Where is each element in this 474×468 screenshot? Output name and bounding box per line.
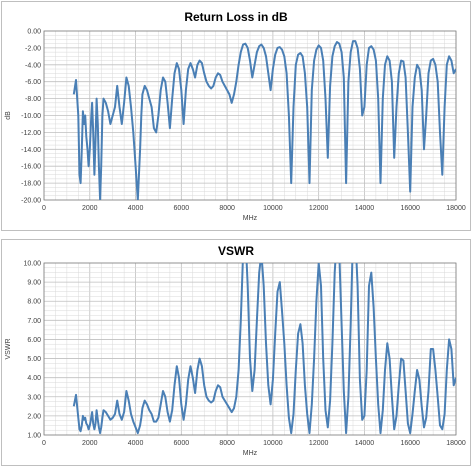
return-loss-x-tick-label: 0 (42, 205, 46, 212)
return-loss-x-tick-label: 2000 (82, 205, 98, 212)
return-loss-x-tick-label: 16000 (400, 205, 420, 212)
return-loss-series-line (72, 40, 456, 200)
vswr-x-axis-label: MHz (243, 450, 258, 457)
return-loss-y-tick-label: -16.00 (21, 164, 41, 171)
return-loss-title: Return Loss in dB (184, 10, 288, 24)
vswr-y-tick-label: 3.00 (27, 394, 41, 401)
vswr-y-tick-label: 7.00 (27, 318, 41, 325)
return-loss-y-tick-label: -8.00 (25, 96, 41, 103)
return-loss-y-tick-label: -14.00 (21, 147, 41, 154)
vswr-series-line (72, 263, 456, 435)
vswr-x-tick-label: 0 (42, 440, 46, 447)
vswr-title: VSWR (218, 244, 254, 258)
return-loss-y-tick-label: -2.00 (25, 45, 41, 52)
return-loss-plot-area (43, 30, 457, 201)
vswr-y-tick-label: 5.00 (27, 356, 41, 363)
return-loss-y-tick-label: -4.00 (25, 62, 41, 69)
return-loss-x-tick-label: 10000 (263, 205, 283, 212)
vswr-plot-area (43, 262, 457, 436)
vswr-y-tick-label: 6.00 (27, 337, 41, 344)
return-loss-x-tick-label: 4000 (128, 205, 144, 212)
vswr-y-axis-label: VSWR (5, 339, 12, 360)
return-loss-x-tick-label: 12000 (309, 205, 329, 212)
vswr-y-tick-label: 2.00 (27, 413, 41, 420)
vswr-x-tick-label: 4000 (128, 440, 144, 447)
return-loss-y-tick-label: -18.00 (21, 181, 41, 188)
return-loss-x-axis-label: MHz (243, 215, 258, 222)
vswr-x-tick-label: 6000 (174, 440, 190, 447)
return-loss-y-tick-label: -20.00 (21, 198, 41, 205)
vswr-y-tick-label: 10.00 (23, 261, 41, 268)
return-loss-x-tick-label: 8000 (219, 205, 235, 212)
return-loss-x-tick-label: 6000 (174, 205, 190, 212)
vswr-chart: VSWR 10.00 9.00 8.00 7.00 6.00 5.00 4.00 3.00 2.0… (5, 244, 466, 457)
return-loss-y-tick-label: -12.00 (21, 130, 41, 137)
vswr-y-tick-label: 4.00 (27, 375, 41, 382)
return-loss-x-tick-label: 18000 (446, 205, 466, 212)
return-loss-y-axis-label: dB (5, 111, 12, 120)
return-loss-y-tick-label: 0.00 (27, 29, 41, 36)
vswr-x-tick-label: 8000 (219, 440, 235, 447)
vswr-y-tick-label: 1.00 (27, 433, 41, 440)
vswr-y-tick-label: 8.00 (27, 299, 41, 306)
return-loss-y-tick-label: -6.00 (25, 79, 41, 86)
vswr-y-tick-label: 9.00 (27, 280, 41, 287)
vswr-chart-panel: VSWR 10.00 9.00 8.00 7.00 6.00 5.00 4.00 3.00 2.0… (1, 239, 471, 466)
vswr-x-tick-label: 2000 (82, 440, 98, 447)
vswr-x-tick-label: 12000 (309, 440, 329, 447)
chart-separator (0, 232, 474, 238)
return-loss-chart: Return Loss in dB 0.00 -2.00 -4.00 -6.00 -8.0… (5, 10, 466, 222)
return-loss-x-tick-label: 14000 (355, 205, 375, 212)
return-loss-y-tick-label: -10.00 (21, 113, 41, 120)
vswr-x-tick-label: 10000 (263, 440, 283, 447)
vswr-x-tick-label: 18000 (446, 440, 466, 447)
vswr-x-tick-label: 14000 (355, 440, 375, 447)
return-loss-chart-panel: Return Loss in dB 0.00 -2.00 -4.00 -6.00 -8.0… (1, 1, 471, 231)
vswr-x-tick-label: 16000 (400, 440, 420, 447)
